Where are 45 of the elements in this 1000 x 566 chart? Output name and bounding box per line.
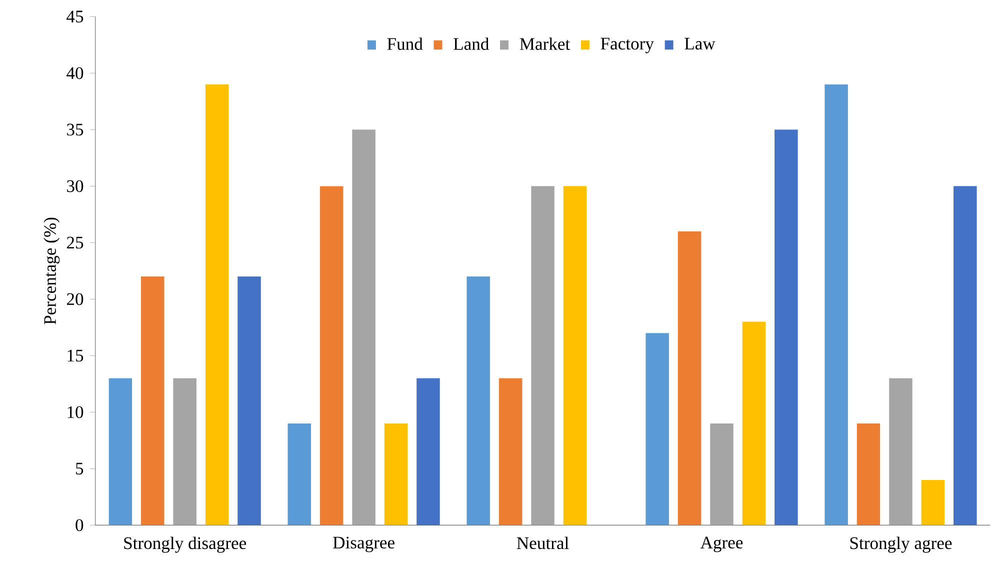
y-tick-label: 25 [66,236,84,248]
bar [352,130,376,526]
bar [710,423,734,526]
bar [320,186,344,526]
y-tick-label: 5 [76,462,84,474]
y-tick-label: 10 [68,406,84,418]
legend-label: Factory [600,38,654,54]
y-tick-label: 45 [66,10,84,22]
bar [416,378,440,526]
legend-label: Market [520,37,570,50]
bar [140,276,164,526]
x-tick-label: Neutral [516,536,569,549]
bar [238,276,261,526]
bar [742,322,766,526]
bar [646,332,669,526]
x-tick-label: Agree [700,536,743,552]
bar [173,378,196,526]
bar [466,276,490,526]
bar [678,231,702,526]
bar [563,186,587,526]
x-tick-label: Strongly disagree [124,536,246,553]
legend-label: Fund [387,37,423,50]
y-tick-label: 40 [66,67,84,79]
bar [498,378,522,526]
legend-label: Law [684,38,716,50]
bar [108,378,132,526]
y-tick-label: 15 [68,350,84,362]
x-tick-label: Disagree [333,536,394,552]
y-tick-label: 0 [76,519,84,531]
y-tick-label: 30 [67,180,84,192]
x-tick-label: Strongly agree [850,536,952,553]
bar [954,186,977,526]
bar [205,84,229,526]
bar [531,186,554,526]
bar [921,480,945,526]
bar [288,423,312,526]
bar [774,130,798,526]
y-tick-label: 35 [67,124,84,136]
y-tick-label: 20 [66,293,84,305]
bar [824,84,848,526]
bar [889,378,912,526]
bar [384,423,408,526]
legend-label: Land [454,37,489,50]
bar [856,423,880,526]
y-axis-title: Percentage (%) [44,218,60,324]
